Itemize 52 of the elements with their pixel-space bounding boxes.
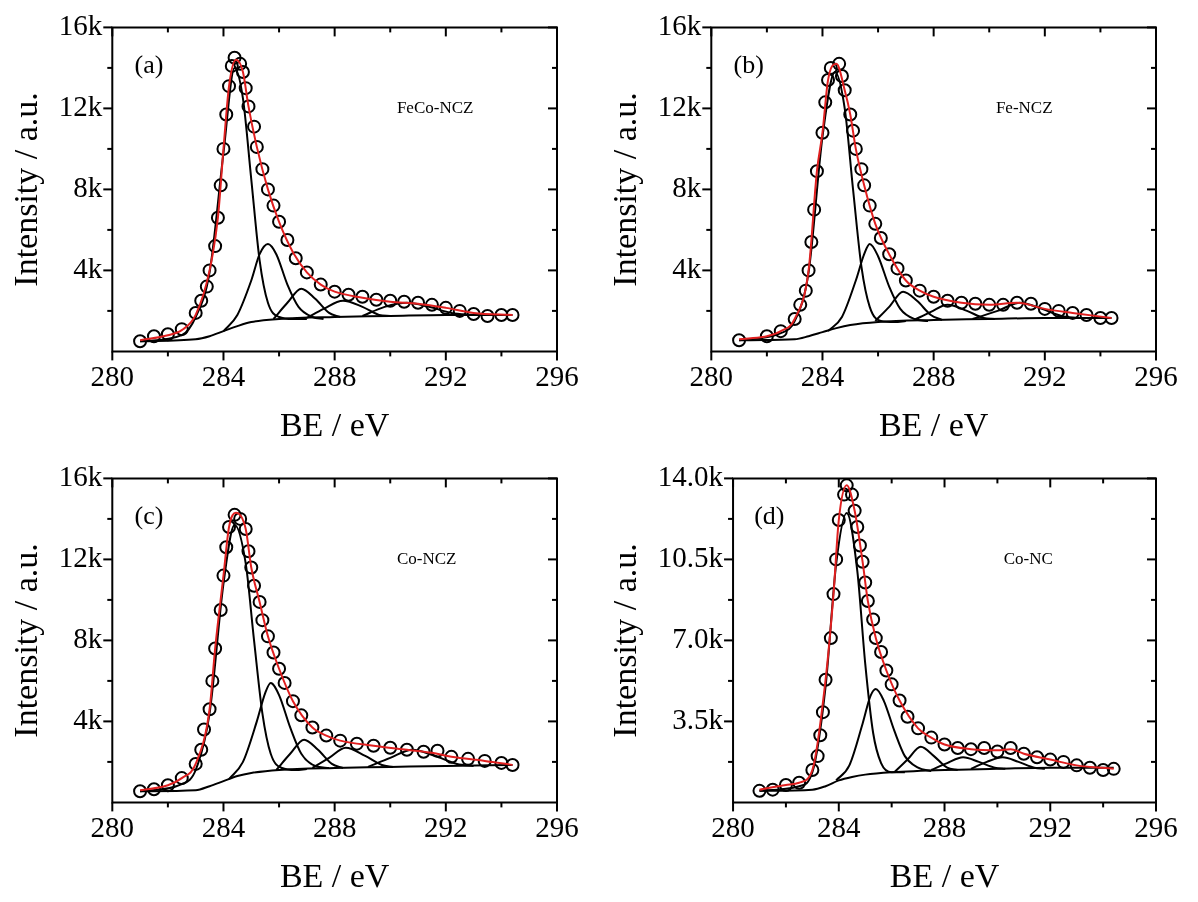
x-axis-title: BE / eV	[889, 856, 1000, 894]
x-tick-label: 292	[1028, 811, 1073, 844]
x-axis-title: BE / eV	[279, 856, 390, 894]
x-tick-label: 284	[201, 360, 246, 393]
y-tick-label: 16k	[657, 9, 702, 42]
x-tick-label: 280	[711, 811, 755, 844]
annotation: (a)	[134, 50, 164, 80]
annotation: (d)	[754, 501, 785, 531]
y-axis-title: Intensity / a.u.	[7, 92, 45, 287]
x-tick-label: 288	[312, 360, 357, 393]
y-tick-label: 12k	[58, 90, 103, 123]
x-tick-label: 292	[1023, 360, 1067, 393]
x-tick-label: 284	[201, 811, 246, 844]
y-tick-label: 12k	[657, 90, 702, 123]
y-tick-label: 7.0k	[672, 622, 724, 655]
y-tick-label: 4k	[73, 252, 103, 285]
x-tick-label: 288	[922, 811, 967, 844]
x-tick-label: 296	[535, 811, 579, 844]
y-tick-label: 16k	[58, 460, 103, 493]
x-tick-label: 292	[424, 811, 468, 844]
y-tick-label: 12k	[58, 541, 103, 574]
x-tick-label: 284	[817, 811, 862, 844]
x-tick-label: 296	[535, 360, 579, 393]
annotation: FeCo-NCZ	[396, 97, 474, 117]
annotation: Fe-NCZ	[995, 97, 1053, 117]
x-tick-label: 288	[911, 360, 956, 393]
y-tick-label: 14.0k	[657, 460, 724, 493]
x-tick-label: 288	[312, 811, 357, 844]
x-tick-label: 280	[90, 360, 135, 393]
annotation: (b)	[733, 50, 764, 80]
y-tick-label: 16k	[58, 9, 103, 42]
annotation: Co-NCZ	[396, 548, 457, 568]
y-tick-label: 10.5k	[657, 541, 724, 574]
x-tick-label: 292	[424, 360, 468, 393]
y-tick-label: 8k	[73, 171, 103, 204]
x-tick-label: 280	[90, 811, 135, 844]
x-tick-label: 296	[1134, 360, 1178, 393]
x-axis-title: BE / eV	[878, 405, 989, 443]
y-tick-label: 4k	[672, 252, 702, 285]
x-tick-label: 280	[689, 360, 734, 393]
annotation: (c)	[134, 501, 164, 531]
x-tick-label: 284	[800, 360, 845, 393]
y-axis-title: Intensity / a.u.	[606, 543, 644, 738]
y-axis-title: Intensity / a.u.	[606, 92, 644, 287]
x-axis-title: BE / eV	[279, 405, 390, 443]
y-tick-label: 3.5k	[672, 703, 724, 736]
x-tick-label: 296	[1134, 811, 1178, 844]
annotation: Co-NC	[1003, 548, 1053, 568]
y-tick-label: 8k	[672, 171, 702, 204]
y-axis-title: Intensity / a.u.	[7, 543, 45, 738]
y-tick-label: 4k	[73, 703, 103, 736]
y-tick-label: 8k	[73, 622, 103, 655]
